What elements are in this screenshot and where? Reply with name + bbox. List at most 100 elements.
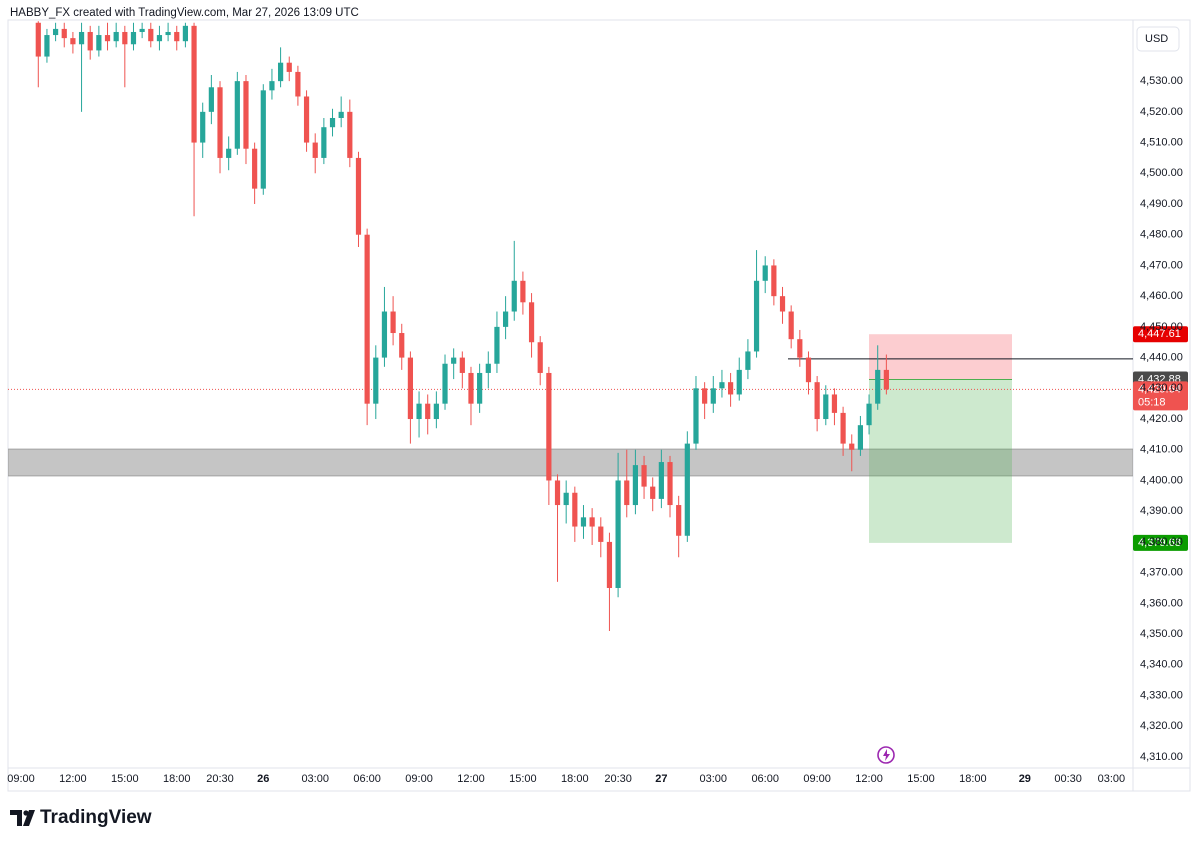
x-tick-label: 20:30 [206,773,234,785]
candle-body [104,35,111,42]
candle-body [295,71,301,97]
candle-body [641,465,647,487]
candle-body [347,111,353,158]
candle-body [624,480,630,506]
candle-body [373,357,379,404]
candle-body [615,480,621,588]
y-tick-label: 4,420.00 [1140,413,1183,425]
stop-zone [869,334,1012,380]
candle-body [632,465,639,506]
candle-body [148,28,154,42]
candle-body [598,526,604,542]
candle-body [866,403,872,426]
x-tick-label: 15:00 [907,773,935,785]
x-tick-label: 06:00 [353,773,381,785]
x-tick-label: 15:00 [509,773,537,785]
candle-body [234,81,240,149]
candle-body [676,505,682,536]
brand-name[interactable]: TradingView [40,807,152,828]
target-zone [869,379,1012,543]
currency-label[interactable]: USD [1145,33,1168,45]
candle-body [139,28,145,32]
x-tick-label: 00:30 [1054,773,1082,785]
candle-body [87,31,93,51]
x-tick-label: 18:00 [959,773,987,785]
candle-body [702,388,708,404]
y-tick-label: 4,470.00 [1140,259,1183,271]
candle-body [840,412,846,444]
candle-body [416,403,422,420]
candle-body [208,87,214,112]
brand-logo[interactable] [10,810,35,826]
candle-body [260,90,266,189]
stop-label: 4,447.61 [1138,328,1181,340]
candle-body [502,311,509,327]
candle-body [468,372,474,404]
x-tick-label: 15:00 [111,773,139,785]
candle-body [130,31,137,45]
candle-body [52,28,59,36]
candle-body [364,234,370,404]
candle-body [719,382,725,389]
candle-body [451,357,457,364]
candle-body [693,388,699,444]
plot-area [8,21,1133,631]
x-tick-label: 12:00 [457,773,485,785]
candle-body [849,443,855,450]
y-tick-label: 4,440.00 [1140,352,1183,364]
candle-body [442,363,448,404]
y-tick-label: 4,380.00 [1140,536,1183,548]
candle-body [122,31,128,45]
candle-body [312,142,318,158]
candle-body [390,311,396,334]
candle-body [589,517,595,527]
y-tick-label: 4,340.00 [1140,659,1183,671]
candle-body [606,541,613,588]
candle-body [485,363,491,373]
currency-badge[interactable] [1136,26,1180,52]
candle-body [710,388,716,404]
candle-body [546,372,552,481]
alert-icon[interactable] [877,746,895,764]
x-tick-label: 12:00 [855,773,883,785]
candle-body [399,333,405,358]
candle-body [745,351,751,370]
y-tick-label: 4,500.00 [1140,167,1183,179]
candle-body [528,302,535,343]
candle-body [433,403,439,420]
y-tick-label: 4,310.00 [1140,751,1183,763]
x-tick-label: 03:00 [301,773,329,785]
zone [8,448,1133,477]
candle-body [736,369,742,395]
candle-body [762,265,768,281]
y-tick-label: 4,370.00 [1140,567,1183,579]
candle-body [814,382,820,420]
candle-body [217,87,223,158]
candle-body [875,369,881,404]
x-tick-label: 26 [257,773,269,785]
candle-body [226,148,232,158]
candle-body [303,96,310,143]
candle-body [537,342,543,373]
target-label-bg [1133,534,1188,551]
candle-body [35,22,41,57]
x-tick-label: 29 [1019,773,1031,785]
candle-body [771,265,777,297]
candle-body [165,31,171,36]
candle-body [788,311,794,340]
candle-body [174,31,180,42]
y-tick-label: 4,330.00 [1140,689,1183,701]
y-tick-label: 4,320.00 [1140,720,1183,732]
candle-body [61,28,67,39]
candle-body [494,326,500,364]
candle-body [684,443,690,536]
candle-body [658,462,664,499]
x-tick-label: 09:00 [405,773,433,785]
y-tick-label: 4,350.00 [1140,628,1183,640]
candle-body [520,280,526,303]
y-tick-label: 4,530.00 [1140,75,1183,87]
candle-body [667,462,673,506]
